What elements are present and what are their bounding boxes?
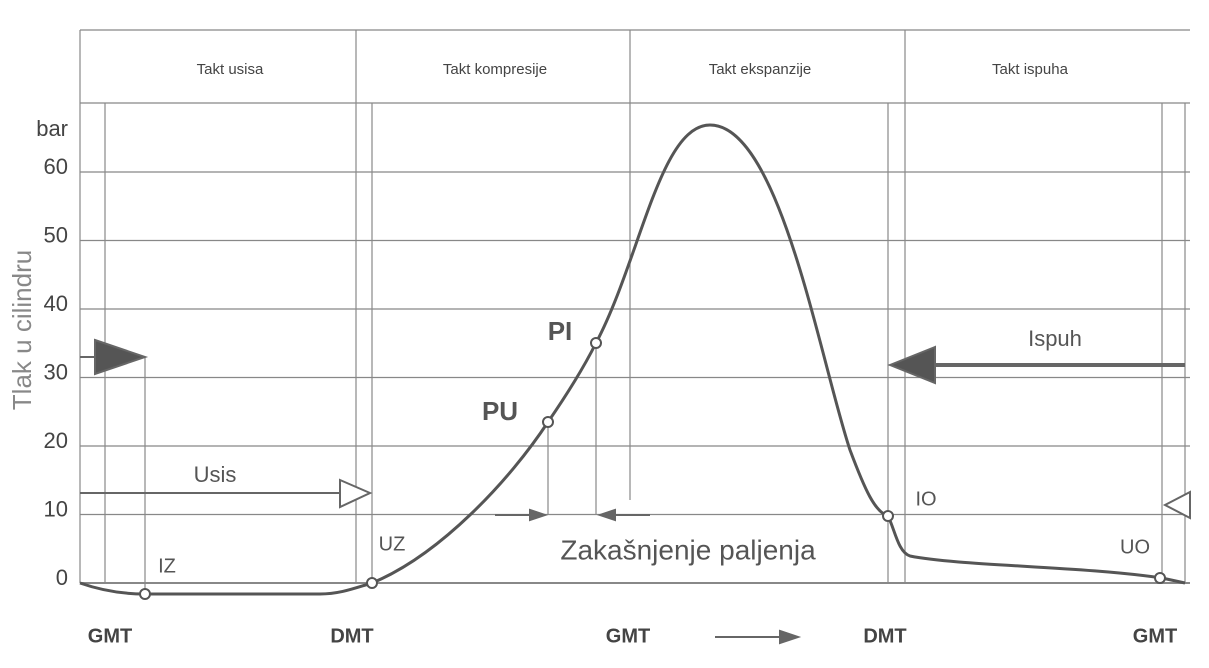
stroke-title: Takt kompresije xyxy=(443,61,547,78)
label: UZ xyxy=(379,533,406,555)
y-tick-label: 0 xyxy=(56,565,68,590)
footer-label: DMT xyxy=(863,625,906,647)
points xyxy=(139,337,1166,600)
footer-label: DMT xyxy=(330,625,373,647)
label: UO xyxy=(1120,536,1150,558)
y-tick-label: 30 xyxy=(44,359,68,384)
stroke-title: Takt usisa xyxy=(197,61,264,78)
arrows xyxy=(80,338,1191,645)
label: Usis xyxy=(194,462,237,487)
y-tick-label: 60 xyxy=(44,154,68,179)
frame xyxy=(79,29,1190,594)
label: PU xyxy=(482,396,518,426)
footer-label: GMT xyxy=(1133,625,1177,647)
label: PI xyxy=(548,316,573,346)
y-tick-label: 50 xyxy=(44,222,68,247)
label: IZ xyxy=(158,555,176,577)
label: Zakašnjenje paljenja xyxy=(560,534,816,565)
label: Ispuh xyxy=(1028,326,1082,351)
footer-label: GMT xyxy=(88,625,132,647)
axis-unit: bar xyxy=(36,116,68,141)
axis-label: Tlak u cilindru xyxy=(7,250,37,410)
y-tick-label: 10 xyxy=(44,496,68,521)
y-tick-label: 20 xyxy=(44,428,68,453)
label: IO xyxy=(915,488,936,510)
footer-label: GMT xyxy=(606,625,650,647)
pressure-curve xyxy=(79,123,1186,596)
stroke-title: Takt ekspanzije xyxy=(709,61,812,78)
y-tick-label: 40 xyxy=(44,291,68,316)
stroke-title: Takt ispuha xyxy=(992,61,1069,78)
